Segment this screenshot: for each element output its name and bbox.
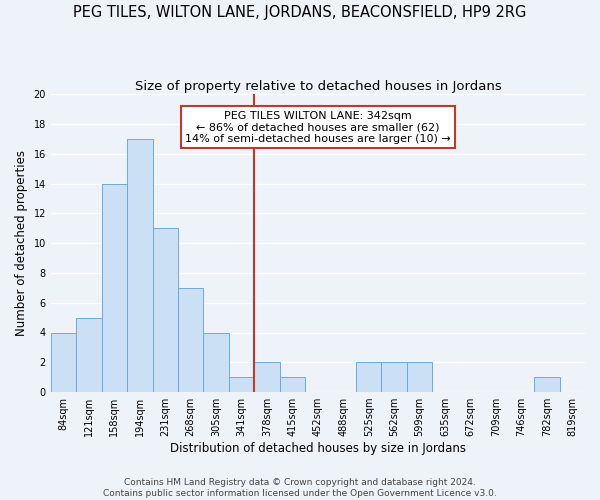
Bar bbox=[152, 228, 178, 392]
Bar bbox=[178, 288, 203, 392]
Bar bbox=[229, 377, 254, 392]
Bar bbox=[203, 332, 229, 392]
Bar bbox=[101, 184, 127, 392]
Bar bbox=[51, 332, 76, 392]
Bar bbox=[534, 377, 560, 392]
Text: PEG TILES WILTON LANE: 342sqm
← 86% of detached houses are smaller (62)
14% of s: PEG TILES WILTON LANE: 342sqm ← 86% of d… bbox=[185, 110, 451, 144]
X-axis label: Distribution of detached houses by size in Jordans: Distribution of detached houses by size … bbox=[170, 442, 466, 455]
Bar bbox=[76, 318, 101, 392]
Bar bbox=[356, 362, 382, 392]
Bar bbox=[382, 362, 407, 392]
Title: Size of property relative to detached houses in Jordans: Size of property relative to detached ho… bbox=[134, 80, 501, 93]
Bar bbox=[254, 362, 280, 392]
Text: PEG TILES, WILTON LANE, JORDANS, BEACONSFIELD, HP9 2RG: PEG TILES, WILTON LANE, JORDANS, BEACONS… bbox=[73, 5, 527, 20]
Bar bbox=[280, 377, 305, 392]
Bar bbox=[407, 362, 433, 392]
Bar bbox=[127, 139, 152, 392]
Y-axis label: Number of detached properties: Number of detached properties bbox=[15, 150, 28, 336]
Text: Contains HM Land Registry data © Crown copyright and database right 2024.
Contai: Contains HM Land Registry data © Crown c… bbox=[103, 478, 497, 498]
